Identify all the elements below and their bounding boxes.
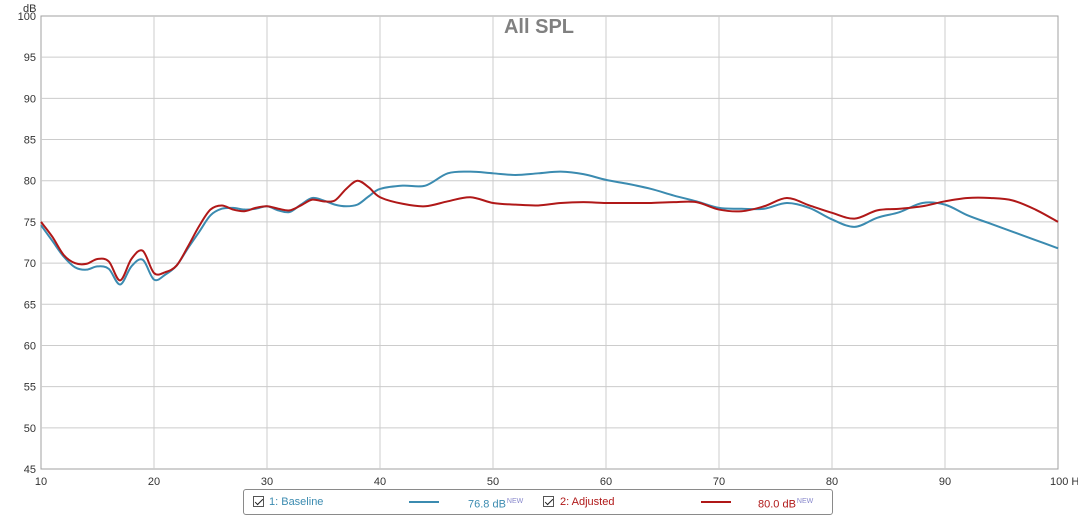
x-tick-label: 20: [148, 476, 160, 488]
x-tick-label: 80: [826, 476, 838, 488]
y-tick-label: 45: [24, 464, 36, 476]
y-tick-label: 55: [24, 382, 36, 394]
legend-item-baseline[interactable]: 1: Baseline 76.8 dBNEW: [244, 490, 539, 514]
baseline-level-value: 76.8 dB: [468, 498, 506, 511]
x-tick-label: 40: [374, 476, 386, 488]
y-tick-label: 50: [24, 423, 36, 435]
adjusted-level: 80.0 dBNEW: [758, 490, 813, 517]
x-tick-label: 70: [713, 476, 725, 488]
y-axis: 45 50 55 60 65 70 75 80 85 90 95 100: [18, 11, 36, 476]
x-tick-label: 100 Hz: [1050, 476, 1078, 488]
y-tick-label: 60: [24, 340, 36, 352]
y-tick-label: 80: [24, 176, 36, 188]
plot-area: [40, 15, 1059, 470]
y-tick-label: 75: [24, 217, 36, 229]
y-tick-label: 65: [24, 299, 36, 311]
baseline-new-badge: NEW: [506, 498, 524, 505]
x-tick-label: 50: [487, 476, 499, 488]
adjusted-checkbox[interactable]: [543, 496, 554, 507]
baseline-legend-label: 1: Baseline: [269, 496, 324, 508]
series-line-adjusted: [40, 179, 1059, 282]
baseline-level: 76.8 dBNEW: [468, 490, 523, 517]
x-tick-label: 10: [35, 476, 47, 488]
adjusted-new-badge: NEW: [796, 498, 814, 505]
y-tick-label: 70: [24, 258, 36, 270]
legend-item-adjusted[interactable]: 2: Adjusted 80.0 dBNEW: [539, 490, 834, 514]
series-line-baseline: [40, 170, 1059, 286]
series-group: [40, 170, 1059, 286]
y-tick-label: 95: [24, 52, 36, 64]
chart-title: All SPL: [504, 16, 574, 38]
x-tick-label: 30: [261, 476, 273, 488]
adjusted-line-swatch: [701, 501, 731, 503]
grid: [41, 16, 1058, 469]
x-tick-label: 60: [600, 476, 612, 488]
x-axis: 10 20 30 40 50 60 70 80 90 100 Hz: [35, 476, 1078, 488]
y-tick-label: 100: [18, 11, 36, 23]
legend: 1: Baseline 76.8 dBNEW 2: Adjusted 80.0 …: [243, 489, 833, 515]
y-tick-label: 90: [24, 93, 36, 105]
baseline-checkbox[interactable]: [253, 496, 264, 507]
y-tick-label: 85: [24, 135, 36, 147]
adjusted-level-value: 80.0 dB: [758, 498, 796, 511]
baseline-line-swatch: [409, 501, 439, 503]
adjusted-legend-label: 2: Adjusted: [560, 496, 615, 508]
y-axis-label: dB: [23, 3, 36, 15]
x-tick-label: 90: [939, 476, 951, 488]
